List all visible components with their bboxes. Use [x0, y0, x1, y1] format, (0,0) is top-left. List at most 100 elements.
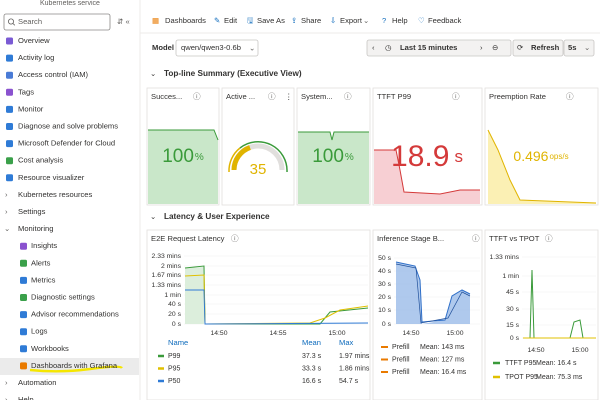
sparkline — [374, 149, 480, 195]
toolbar-button[interactable]: Help — [392, 16, 408, 25]
panel — [372, 87, 483, 206]
search-placeholder[interactable]: Search — [18, 17, 42, 26]
unit: % — [345, 152, 354, 163]
info-icon: ⓘ — [566, 92, 574, 101]
toolbar-button[interactable]: Export — [340, 16, 363, 25]
collapse-icon[interactable]: ⇵ « — [117, 17, 130, 26]
section-title: Top-line Summary (Executive View) — [164, 69, 302, 78]
menu-item[interactable]: Automation — [18, 378, 56, 387]
refresh-label[interactable]: Refresh — [531, 43, 560, 52]
stat-value: 35 — [250, 161, 267, 178]
interval-value[interactable]: 5s — [568, 43, 576, 52]
menu-item[interactable]: Diagnose and solve problems — [18, 122, 118, 131]
sparkline-area — [298, 132, 369, 204]
menu-item[interactable]: Resource visualizer — [18, 173, 85, 182]
y-tick-label: 40 s — [378, 268, 391, 275]
value: 18.9 — [391, 140, 449, 173]
toolbar-button[interactable]: Save As — [257, 16, 285, 25]
series-line — [185, 289, 369, 325]
menu-item[interactable]: Monitoring — [18, 224, 53, 233]
chevron: ⌄ — [584, 43, 590, 52]
panel-menu[interactable]: ⋮ — [285, 92, 293, 101]
service-name: Kubernetes service — [40, 0, 100, 7]
toolbar-icon: ? — [382, 16, 386, 25]
toolbar-button[interactable]: Feedback — [428, 16, 462, 25]
unit: ops/s — [549, 152, 568, 161]
section-chevron[interactable]: ⌄ — [150, 69, 156, 78]
legend-header: Mean — [302, 338, 321, 347]
value: 0.496 — [513, 148, 548, 164]
legend-name: Prefill — [392, 369, 410, 376]
x-tick-label: 15:00 — [446, 330, 463, 337]
legend-mean: Mean: 16.4 ms — [420, 369, 467, 376]
menu-icon — [6, 140, 13, 148]
menu-item[interactable]: Advisor recommendations — [31, 310, 119, 319]
menu-item[interactable]: Settings — [18, 207, 46, 216]
menu-icon — [6, 157, 13, 165]
y-tick-label: 1 min — [164, 292, 181, 299]
legend-cell: 1.97 mins — [339, 353, 370, 360]
section-chevron[interactable]: ⌄ — [150, 212, 156, 221]
menu-item[interactable]: Cost analysis — [18, 156, 63, 165]
toolbar-button[interactable]: Share — [301, 16, 321, 25]
stat-value: 100% — [312, 146, 354, 167]
info-icon: ⓘ — [344, 92, 352, 101]
menu-item[interactable]: Dashboards with Grafana — [31, 361, 118, 370]
series-area — [185, 267, 204, 324]
menu-item[interactable]: Help — [18, 395, 34, 400]
menu-item[interactable]: Microsoft Defender for Cloud — [18, 139, 115, 148]
panel-title: Active ... — [226, 92, 255, 101]
expand-chevron[interactable]: › — [5, 190, 8, 199]
menu-item[interactable]: Insights — [31, 241, 57, 250]
interval-dropdown[interactable] — [563, 39, 595, 57]
x-tick-label: 14:50 — [402, 330, 419, 337]
menu-item[interactable]: Tags — [18, 87, 34, 96]
legend-cell: 1.86 mins — [339, 365, 370, 372]
info-icon: ⓘ — [231, 234, 239, 243]
menu-item[interactable]: Metrics — [31, 275, 56, 284]
menu-item[interactable]: Monitor — [18, 104, 44, 113]
toolbar-icon: ✎ — [214, 16, 220, 25]
model-value[interactable]: qwen/qwen3-0.6b — [181, 43, 241, 52]
series-line — [395, 263, 471, 324]
menu-item[interactable]: Kubernetes resources — [18, 190, 92, 199]
x-tick-label: 14:50 — [210, 330, 227, 337]
collapse-chevron[interactable]: ⌄ — [4, 224, 10, 233]
time-picker[interactable] — [366, 39, 512, 57]
y-tick-label: 10 s — [378, 307, 391, 314]
y-tick-label: 15 s — [506, 322, 519, 329]
menu-icon — [20, 259, 27, 267]
legend-mean: Mean: 143 ms — [420, 344, 465, 351]
toolbar-button[interactable]: Edit — [224, 16, 238, 25]
sparkline — [298, 131, 369, 141]
refresh-button[interactable] — [512, 39, 564, 57]
expand-chevron[interactable]: › — [5, 395, 8, 400]
next-icon[interactable]: › — [480, 43, 483, 52]
legend-name: Prefill — [392, 356, 410, 363]
toolbar-icon: ⇩ — [330, 16, 336, 25]
unit: s — [454, 147, 463, 166]
time-range[interactable]: Last 15 minutes — [400, 43, 457, 52]
expand-chevron[interactable]: › — [5, 378, 8, 387]
menu-item[interactable]: Alerts — [31, 258, 51, 267]
prev-icon[interactable]: ‹ — [372, 43, 375, 52]
unit: % — [195, 152, 204, 163]
menu-item[interactable]: Overview — [18, 36, 50, 45]
y-tick-label: 1.33 mins — [152, 282, 182, 289]
y-tick-label: 45 s — [506, 289, 519, 296]
menu-icon — [6, 37, 13, 45]
menu-item[interactable]: Diagnostic settings — [31, 293, 95, 302]
search-box[interactable] — [3, 13, 111, 31]
menu-item[interactable]: Workbooks — [31, 344, 69, 353]
toolbar-button[interactable]: Dashboards — [165, 16, 206, 25]
menu-item[interactable]: Activity log — [18, 53, 54, 62]
expand-chevron[interactable]: › — [5, 207, 8, 216]
menu-item[interactable]: Logs — [31, 327, 48, 336]
menu-item[interactable]: Access control (IAM) — [18, 70, 89, 79]
info-icon: ⓘ — [452, 92, 460, 101]
zoom-icon[interactable]: ⊖ — [492, 43, 498, 52]
stat-value: 18.9 s — [391, 140, 463, 173]
gauge-fill — [231, 145, 251, 171]
model-dropdown[interactable] — [175, 39, 259, 57]
